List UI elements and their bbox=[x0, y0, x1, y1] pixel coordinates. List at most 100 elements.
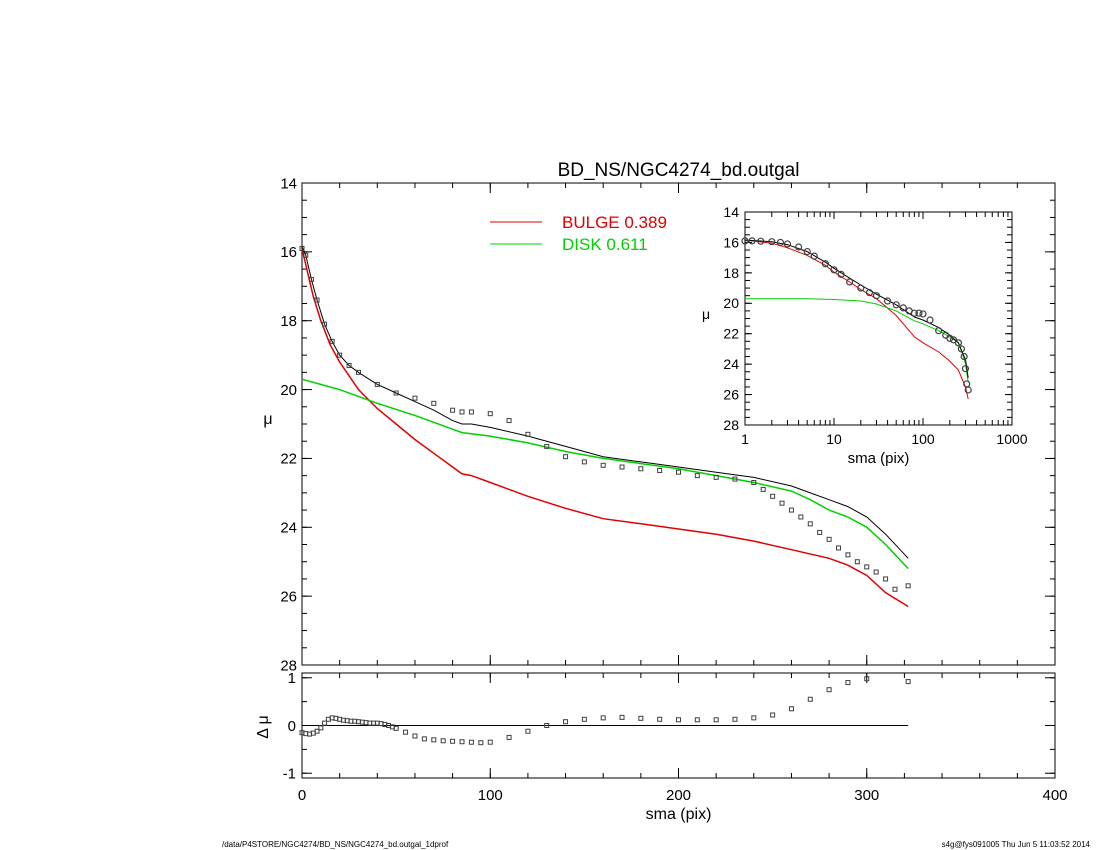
main-data-point bbox=[657, 467, 663, 473]
main-y-tick-label: 14 bbox=[280, 175, 297, 192]
inset-data-point bbox=[964, 386, 972, 394]
residual-data-point bbox=[694, 717, 700, 723]
inset-data-point bbox=[915, 309, 923, 317]
main-data-point bbox=[581, 459, 587, 465]
main-data-point bbox=[322, 321, 328, 327]
inset-data-point bbox=[960, 352, 968, 361]
inset-data-point bbox=[783, 240, 792, 248]
x-axis-label: sma (pix) bbox=[646, 806, 712, 823]
residual-data-point bbox=[657, 716, 663, 722]
residual-data-point bbox=[544, 723, 550, 728]
residual-data-point bbox=[788, 706, 794, 712]
main-data-point bbox=[563, 454, 569, 460]
inset-data-point bbox=[961, 365, 970, 373]
main-data-point bbox=[412, 395, 418, 401]
legend-disk-label: DISK 0.611 bbox=[562, 235, 648, 254]
residual-y-tick-label: 0 bbox=[288, 718, 296, 735]
inset-x-tick-label: 100 bbox=[911, 431, 935, 447]
residual-data-point bbox=[600, 715, 606, 721]
main-data-point bbox=[393, 390, 399, 396]
main-data-point bbox=[770, 493, 776, 499]
inset-y-axis-label: μ bbox=[702, 306, 710, 322]
main-data-point bbox=[676, 469, 681, 475]
residual-x-tick-label: 100 bbox=[478, 787, 503, 804]
residual-data-point bbox=[421, 736, 427, 742]
inset-data-point bbox=[857, 284, 865, 292]
inset-y-tick-label: 26 bbox=[723, 386, 739, 402]
residual-y-axis-label: Δ μ bbox=[255, 715, 272, 738]
residual-data-point bbox=[318, 725, 324, 731]
residual-data-point bbox=[619, 714, 625, 720]
chart-title: BD_NS/NGC4274_bd.outgal bbox=[558, 160, 800, 181]
residual-data-point bbox=[563, 719, 569, 725]
residual-data-point bbox=[440, 738, 446, 744]
inset-bulge-line bbox=[744, 239, 969, 400]
main-data-point bbox=[798, 514, 804, 520]
residual-data-point bbox=[314, 728, 320, 734]
inset-disk-line bbox=[745, 298, 969, 383]
inset-data-point bbox=[776, 238, 785, 247]
residual-data-point bbox=[468, 739, 474, 745]
inset-x-tick-label: 10 bbox=[826, 431, 842, 447]
main-data-point bbox=[299, 245, 305, 251]
residual-data-point bbox=[478, 740, 484, 746]
residual-data-point bbox=[770, 712, 776, 718]
residual-data-point bbox=[403, 729, 409, 735]
main-data-point bbox=[854, 559, 860, 565]
footer-user-timestamp: s4g@fys091005 Thu Jun 5 11:03:52 2014 bbox=[941, 840, 1090, 849]
inset-x-tick-label: 1 bbox=[741, 431, 749, 447]
main-data-point bbox=[303, 252, 309, 258]
main-data-point bbox=[468, 409, 474, 415]
main-data-point bbox=[873, 569, 879, 575]
main-data-point bbox=[836, 545, 842, 551]
residual-data-point bbox=[487, 739, 493, 745]
residual-data-point bbox=[732, 716, 738, 722]
inset-model-total-line bbox=[744, 239, 969, 378]
main-data-point bbox=[355, 369, 361, 375]
inset-data-point bbox=[883, 297, 892, 305]
main-data-point bbox=[807, 521, 813, 527]
residual-data-point bbox=[506, 734, 512, 740]
residual-x-tick-label: 400 bbox=[1042, 787, 1067, 804]
inset-data-point bbox=[794, 243, 803, 251]
inset-data-point bbox=[899, 304, 907, 312]
inset-y-tick-label: 20 bbox=[723, 295, 739, 311]
main-data-point bbox=[638, 466, 644, 472]
residual-data-point bbox=[676, 717, 681, 723]
main-data-point bbox=[600, 462, 606, 468]
residual-data-point bbox=[393, 725, 399, 731]
inset-data-point bbox=[803, 247, 811, 256]
main-data-point bbox=[337, 352, 343, 358]
main-y-tick-label: 26 bbox=[280, 588, 297, 605]
inset-data-point bbox=[946, 334, 954, 342]
main-data-point bbox=[525, 431, 531, 437]
inset-x-tick-label: 1000 bbox=[996, 431, 1027, 447]
residual-data-point bbox=[581, 716, 587, 722]
main-data-point bbox=[779, 500, 785, 506]
inset-data-point bbox=[821, 260, 829, 268]
residual-data-point bbox=[638, 715, 644, 721]
inset-data-point bbox=[910, 309, 918, 317]
main-data-point bbox=[544, 443, 550, 449]
main-data-point bbox=[864, 564, 870, 570]
inset-data-point bbox=[872, 292, 881, 300]
residual-x-tick-label: 300 bbox=[854, 787, 879, 804]
footer-file-path: /data/P4STORE/NGC4274/BD_NS/NGC4274_bd.o… bbox=[222, 840, 449, 849]
main-data-point bbox=[308, 276, 314, 282]
main-data-point bbox=[329, 338, 335, 344]
main-data-point bbox=[845, 552, 851, 558]
main-data-point bbox=[694, 473, 700, 479]
main-y-tick-label: 18 bbox=[280, 313, 297, 330]
residual-y-tick-label: 1 bbox=[288, 670, 296, 687]
main-data-point bbox=[431, 400, 437, 406]
residual-data-point bbox=[807, 696, 813, 702]
inset-data-point bbox=[957, 345, 965, 353]
inset-data-point bbox=[954, 339, 963, 347]
residual-y-tick-label: -1 bbox=[283, 765, 296, 782]
main-data-point bbox=[506, 418, 512, 424]
main-data-point bbox=[374, 381, 380, 387]
inset-y-tick-label: 18 bbox=[723, 265, 739, 281]
main-y-tick-label: 28 bbox=[280, 657, 297, 674]
inset-data-point bbox=[949, 336, 958, 344]
